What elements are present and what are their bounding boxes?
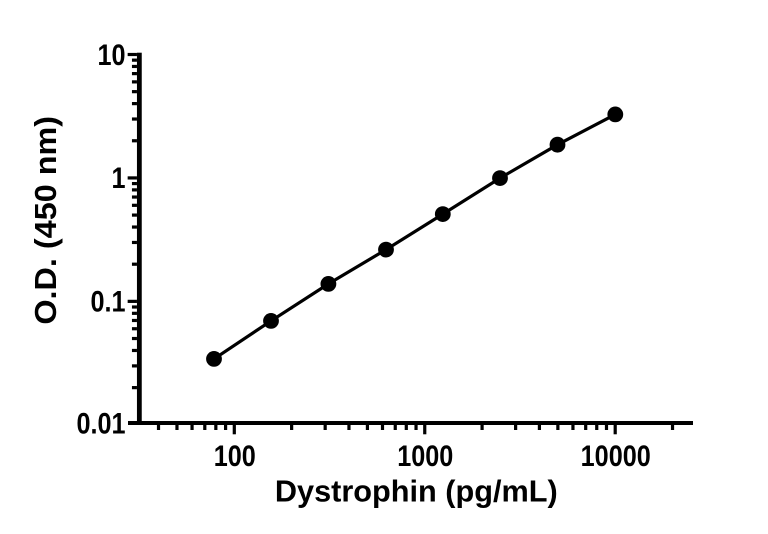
svg-text:10000: 10000 (581, 439, 651, 473)
svg-text:O.D. (450 nm): O.D. (450 nm) (28, 116, 63, 325)
svg-text:0.1: 0.1 (90, 285, 125, 319)
svg-text:0.01: 0.01 (76, 406, 125, 440)
svg-text:1000: 1000 (397, 439, 453, 473)
svg-text:Dystrophin (pg/mL): Dystrophin (pg/mL) (275, 473, 558, 508)
svg-text:100: 100 (214, 439, 256, 473)
svg-text:10: 10 (97, 38, 125, 72)
svg-text:1: 1 (111, 161, 125, 195)
